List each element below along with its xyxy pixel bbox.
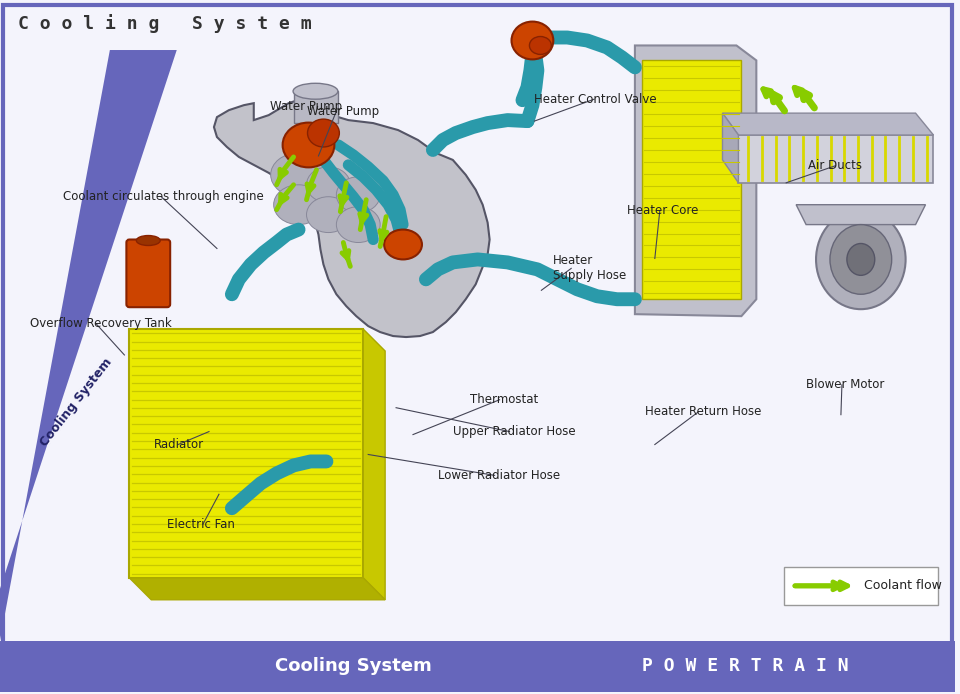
Polygon shape [723,113,933,135]
Polygon shape [0,50,177,641]
Polygon shape [635,46,756,316]
Text: Electric Fan: Electric Fan [167,518,235,531]
Text: Cooling System: Cooling System [38,355,115,449]
Text: Heater Control Valve: Heater Control Valve [535,93,657,105]
Text: Thermostat: Thermostat [469,393,538,406]
Text: Radiator: Radiator [155,438,204,451]
Bar [130,329,363,578]
Text: Coolant flow: Coolant flow [864,579,942,593]
Text: Cooling System: Cooling System [276,657,432,675]
Text: Blower Motor: Blower Motor [806,378,884,391]
Ellipse shape [306,167,350,203]
Text: Overflow Recovery Tank: Overflow Recovery Tank [30,316,172,330]
Ellipse shape [336,177,380,212]
Ellipse shape [136,235,160,246]
FancyBboxPatch shape [127,239,170,307]
Ellipse shape [830,225,892,294]
Text: Heater Core: Heater Core [627,204,698,217]
Text: Water Pump: Water Pump [271,100,343,112]
Ellipse shape [282,123,334,167]
Ellipse shape [512,22,553,60]
Bar [784,567,939,604]
Bar [642,60,741,299]
Text: Heater
Supply Hose: Heater Supply Hose [553,255,627,282]
Text: Upper Radiator Hose: Upper Radiator Hose [453,425,575,438]
Text: C o o l i n g   S y s t e m: C o o l i n g S y s t e m [18,14,312,33]
Ellipse shape [336,207,380,242]
Ellipse shape [306,196,350,232]
Ellipse shape [293,83,338,99]
Text: Lower Radiator Hose: Lower Radiator Hose [438,469,560,482]
Polygon shape [796,205,925,225]
Ellipse shape [384,230,422,260]
Polygon shape [723,113,738,183]
Polygon shape [130,578,385,600]
Text: P O W E R T R A I N: P O W E R T R A I N [642,657,849,675]
Text: Coolant circulates through engine: Coolant circulates through engine [62,190,263,203]
Bar [294,91,338,123]
Text: Heater Return Hose: Heater Return Hose [645,405,761,418]
Ellipse shape [816,210,905,310]
Polygon shape [738,135,933,183]
Ellipse shape [529,37,551,54]
Ellipse shape [307,119,339,147]
Polygon shape [214,97,490,337]
Ellipse shape [271,153,326,196]
Text: Air Ducts: Air Ducts [808,160,862,172]
Ellipse shape [847,244,875,276]
Ellipse shape [274,185,324,225]
Bar [0,641,955,693]
Text: Water Pump: Water Pump [306,105,378,118]
Polygon shape [363,329,385,600]
